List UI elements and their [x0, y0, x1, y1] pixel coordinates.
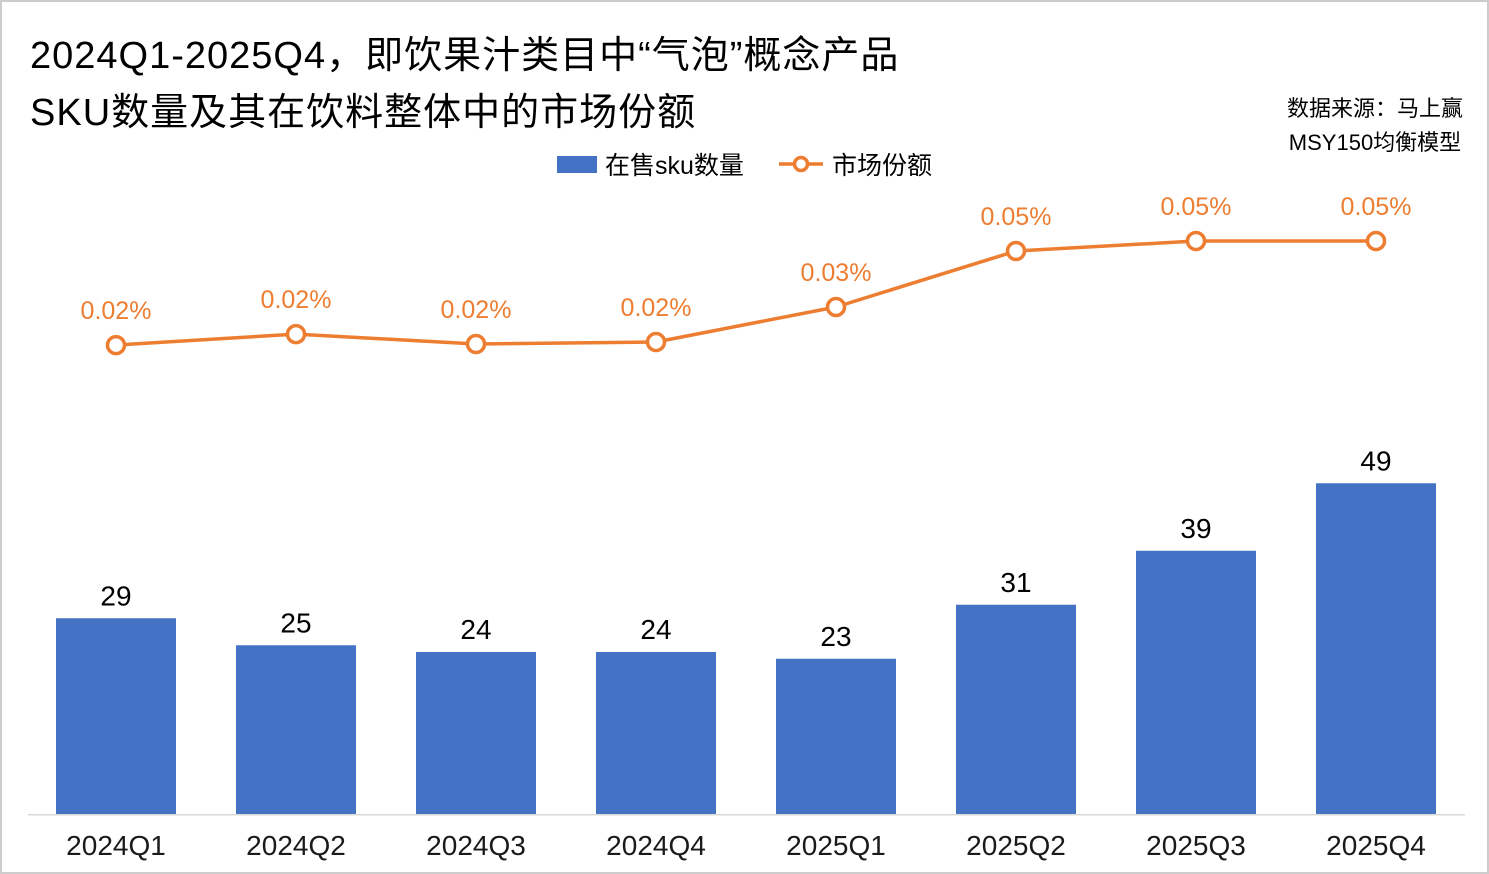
bar-2025Q4 [1316, 483, 1436, 814]
bar-2024Q3 [416, 652, 536, 814]
share-line [115, 239, 1376, 347]
x-axis-label-2024Q1: 2024Q1 [66, 830, 166, 861]
x-axis-label-2024Q2: 2024Q2 [246, 830, 346, 861]
share-marker-2024Q1 [105, 334, 127, 356]
bar-2025Q2 [956, 604, 1076, 814]
share-marker-2025Q3 [1185, 230, 1207, 252]
bar-2024Q1 [56, 618, 176, 814]
share-marker-2024Q4 [645, 331, 667, 353]
share-label-2024Q4: 0.02% [621, 294, 692, 322]
share-label-2024Q2: 0.02% [261, 286, 332, 314]
legend-label-share: 市场份额 [831, 152, 932, 180]
share-label-2025Q2: 0.05% [981, 203, 1052, 231]
share-marker-2025Q2 [1005, 240, 1027, 262]
bar-value-label-2025Q2: 31 [1000, 567, 1031, 598]
share-label-2025Q4: 0.05% [1341, 193, 1412, 221]
chart-title-line2: SKU数量及其在饮料整体中的市场份额 [30, 92, 697, 134]
share-marker-2024Q2 [285, 323, 307, 345]
bar-value-label-2024Q4: 24 [640, 614, 671, 645]
bar-value-label-2024Q3: 24 [460, 614, 491, 645]
share-label-2024Q1: 0.02% [81, 297, 152, 325]
x-axis-label-2024Q3: 2024Q3 [426, 830, 526, 861]
bar-series-swatch-icon [557, 155, 598, 173]
line-series-marker-icon [778, 155, 823, 173]
data-source-line2: MSY150均衡模型 [1288, 130, 1462, 155]
chart-title-line1: 2024Q1-2025Q4，即饮果汁类目中“气泡”概念产品 [30, 35, 900, 77]
legend-item-share: 市场份额 [778, 146, 932, 182]
data-source-line1: 数据来源：马上赢 [1286, 96, 1463, 121]
share-label-2025Q1: 0.03% [801, 259, 872, 287]
share-marker-2024Q3 [465, 333, 487, 355]
share-label-2024Q3: 0.02% [441, 296, 512, 324]
legend-label-sku: 在售sku数量 [605, 152, 744, 180]
x-axis-label-2025Q2: 2025Q2 [966, 830, 1066, 861]
bar-2025Q3 [1136, 550, 1256, 814]
x-axis-label-2024Q4: 2024Q4 [606, 830, 706, 861]
bar-2025Q1 [776, 658, 896, 814]
bar-value-label-2025Q1: 23 [820, 621, 851, 652]
x-axis-label-2025Q4: 2025Q4 [1326, 830, 1426, 861]
legend-item-sku: 在售sku数量 [557, 146, 744, 182]
chart-legend: 在售sku数量 市场份额 [2, 146, 1487, 182]
bar-2024Q4 [596, 652, 716, 814]
bar-value-label-2024Q1: 29 [100, 580, 131, 611]
share-marker-2025Q4 [1365, 230, 1387, 252]
share-label-2025Q3: 0.05% [1161, 193, 1232, 221]
bar-value-label-2025Q4: 49 [1360, 445, 1391, 476]
chart-title: 2024Q1-2025Q4，即饮果汁类目中“气泡”概念产品 SKU数量及其在饮料… [30, 28, 899, 142]
bar-value-label-2024Q2: 25 [280, 607, 311, 638]
bar-2024Q2 [236, 645, 356, 814]
x-axis-label-2025Q3: 2025Q3 [1146, 830, 1246, 861]
data-source-note: 数据来源：马上赢 MSY150均衡模型 [1287, 92, 1463, 160]
x-axis-label-2025Q1: 2025Q1 [786, 830, 886, 861]
share-marker-2025Q1 [825, 296, 847, 318]
bar-value-label-2025Q3: 39 [1180, 513, 1211, 544]
